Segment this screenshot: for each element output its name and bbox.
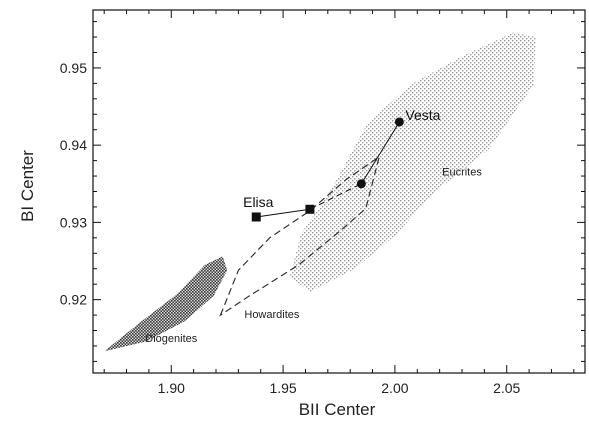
x-tick-label: 2.05 (493, 380, 520, 396)
region-howardites (219, 155, 381, 317)
series-line-vesta (360, 121, 400, 185)
region-diogenites (104, 256, 228, 352)
x-tick-label: 2.00 (381, 380, 408, 396)
y-tick-label: 0.93 (60, 214, 87, 230)
series-layer (251, 117, 404, 222)
x-tick-label: 1.90 (158, 380, 185, 396)
region-label-eucrites: Eucrites (442, 166, 482, 178)
series-label-elisa: Elisa (243, 194, 274, 210)
region-label-howardites: Howardites (244, 309, 300, 321)
x-tick-label: 1.95 (269, 380, 296, 396)
regions-layer (104, 32, 536, 352)
series-label-vesta: Vesta (405, 107, 440, 123)
point-elisa (251, 212, 261, 222)
region-eucrites (289, 32, 536, 292)
y-tick-label: 0.95 (60, 60, 87, 76)
series-line-elisa (256, 208, 310, 218)
axis-ticks: 1.90 1.95 2.00 2.05 0.92 0.93 0.94 0.95 (60, 10, 585, 396)
y-tick-label: 0.94 (60, 137, 87, 153)
y-axis-title: BI Center (18, 150, 37, 222)
region-label-diogenites: Diogenites (145, 333, 197, 345)
y-tick-label: 0.92 (60, 292, 87, 308)
point-vesta (394, 117, 404, 127)
point-elisa (305, 204, 315, 214)
x-axis-title: BII Center (299, 400, 376, 419)
labels-layer: Eucrites Howardites Diogenites Vesta Elisa (145, 107, 482, 345)
point-vesta (356, 179, 366, 189)
